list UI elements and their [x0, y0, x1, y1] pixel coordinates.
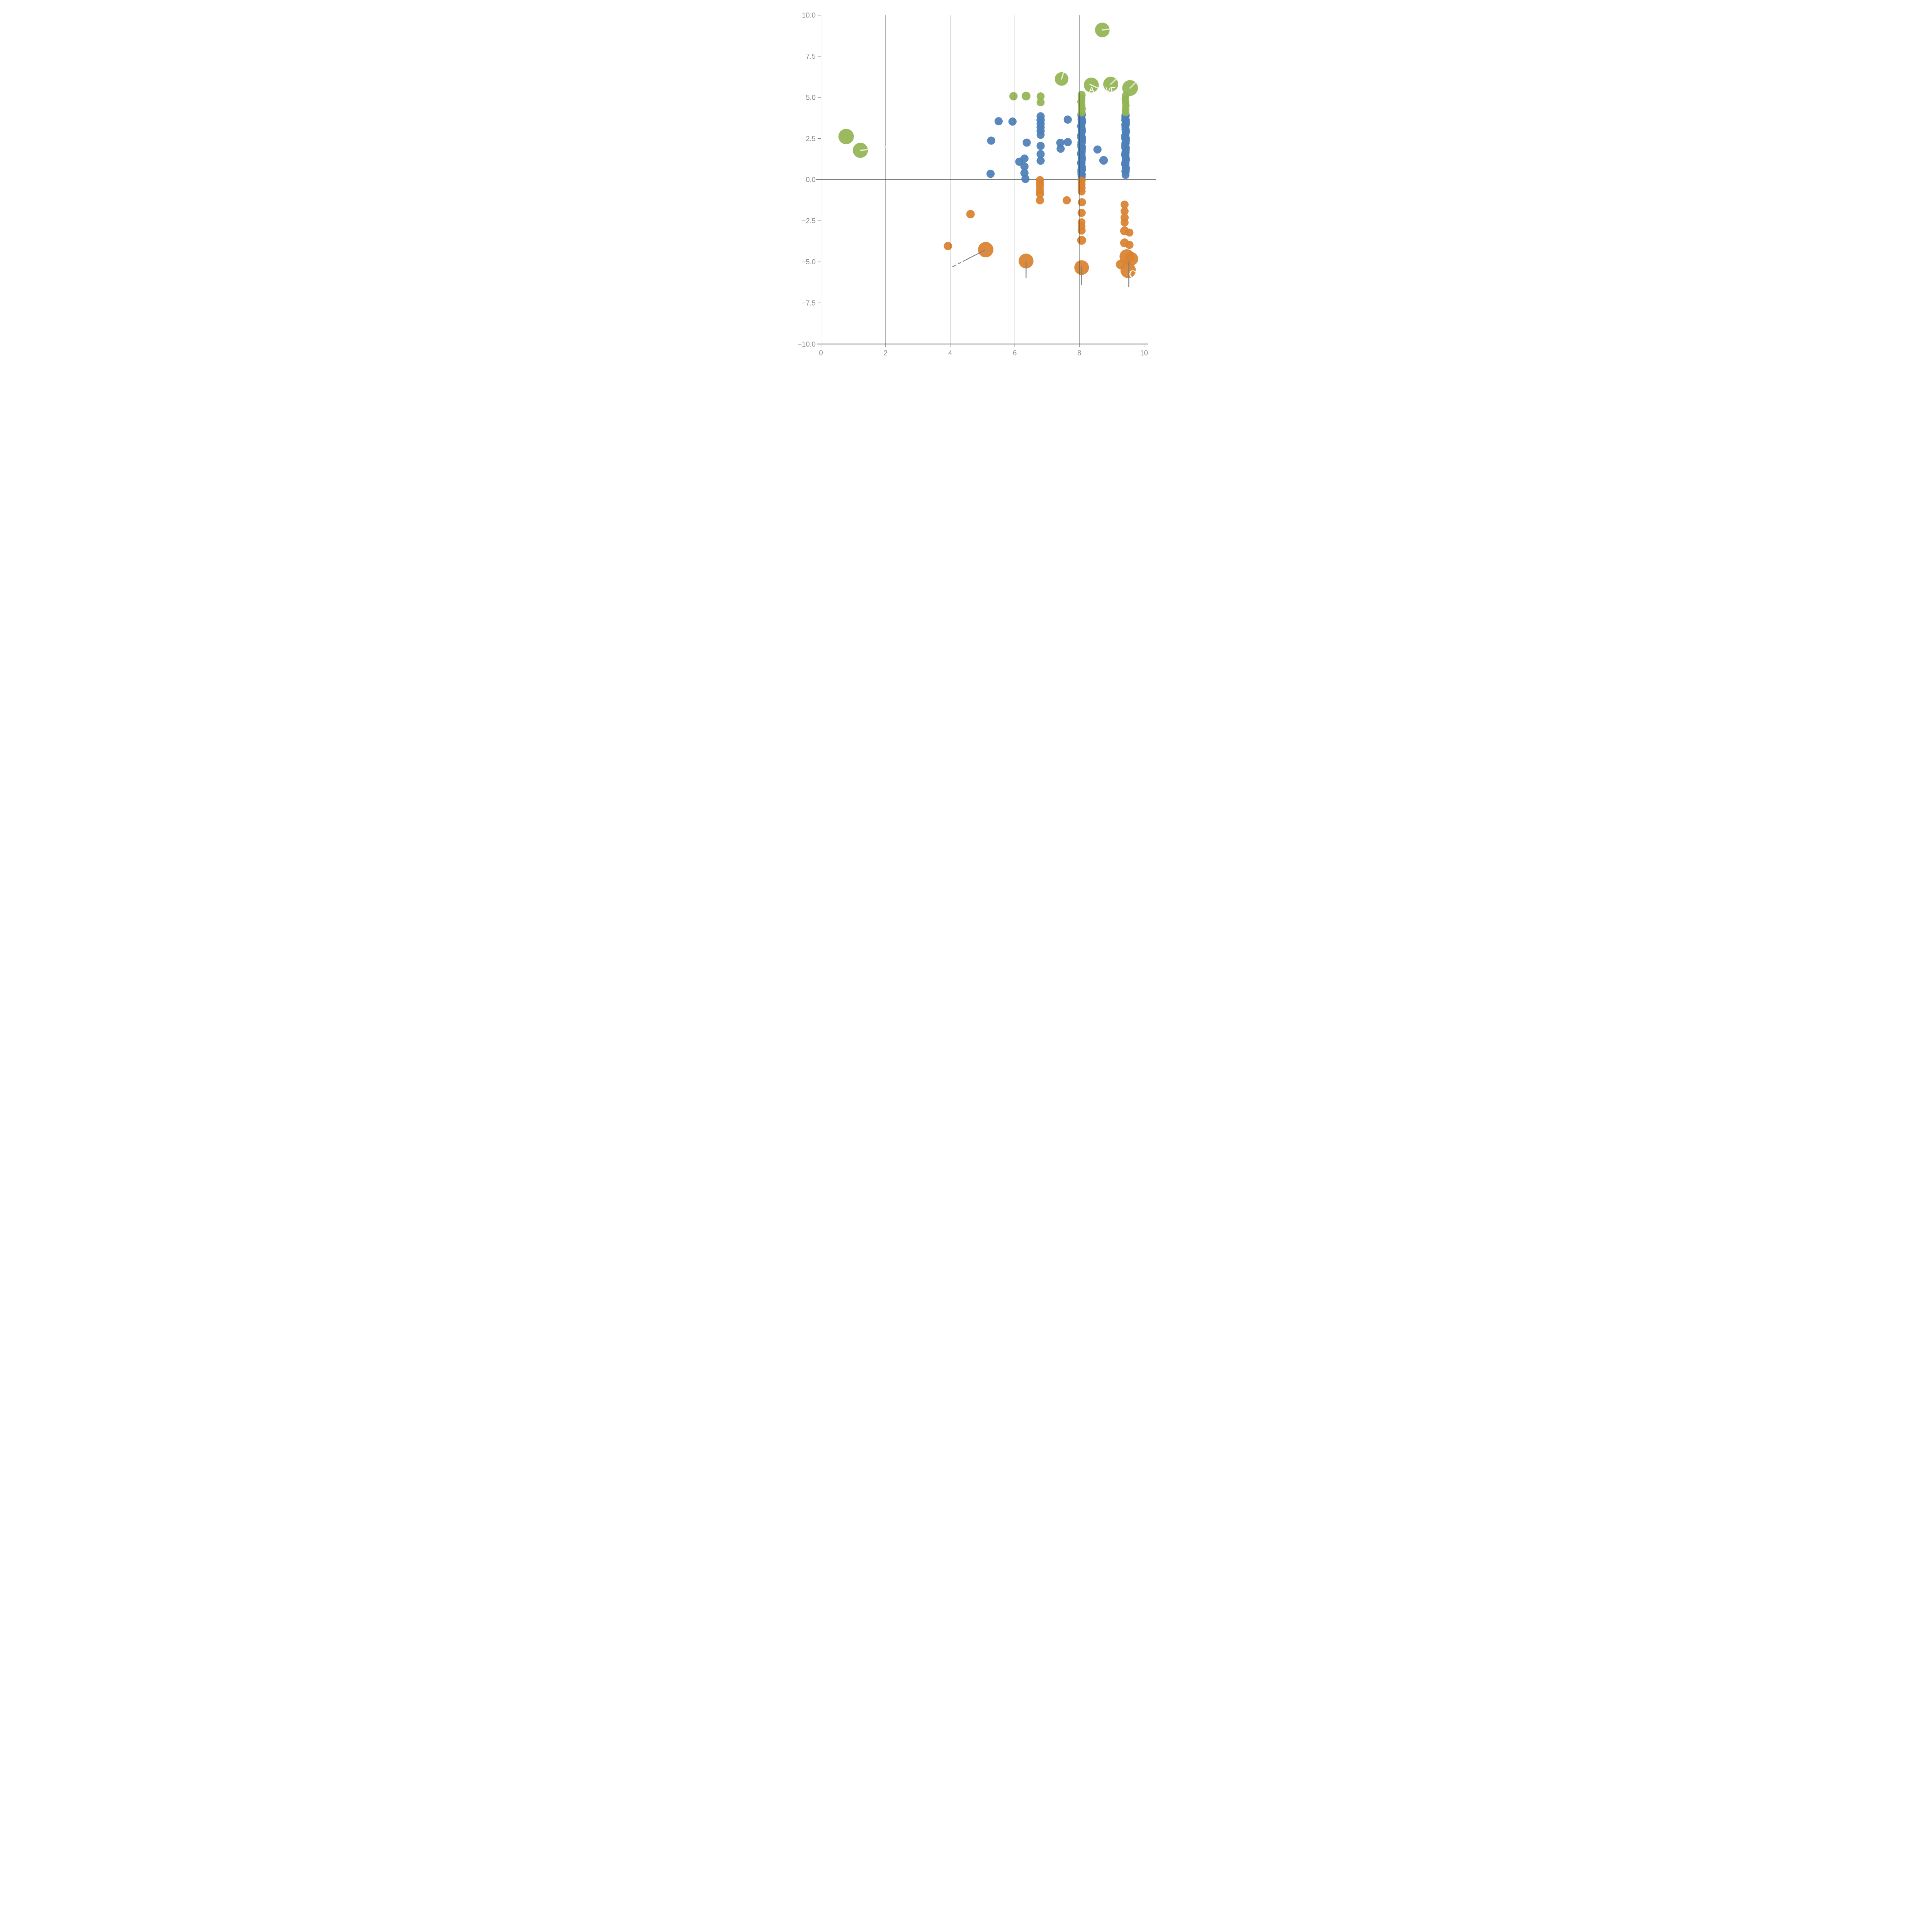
- scatter-point-blue: [1022, 138, 1031, 147]
- scatter-point-green: [1121, 109, 1129, 117]
- bubble-scatter-chart: 10.0 7.5 5.0 2.5 0.0 −2.5 −5.0 −7.5 −10.0 0 2 4 6 8 10…: [773, 0, 1159, 386]
- white-stroke: [1129, 82, 1136, 89]
- x-tick-label: 4: [948, 349, 952, 357]
- y-tick-label: 10.0: [802, 11, 816, 19]
- x-tick-label: 2: [884, 349, 888, 357]
- white-stroke: [1102, 28, 1110, 31]
- scatter-point-orange: [944, 242, 952, 250]
- scatter-point-orange: [966, 210, 975, 219]
- scatter-point-blue: [1021, 175, 1030, 183]
- x-tick-label: 10: [1140, 349, 1148, 357]
- white-stroke: [1110, 78, 1117, 85]
- scatter-point-green: [1009, 92, 1018, 100]
- scatter-point-blue: [1008, 117, 1017, 126]
- scatter-point-orange: [1078, 198, 1086, 207]
- scatter-point-blue: [1036, 141, 1045, 150]
- white-stroke: [883, 146, 889, 148]
- scatter-point-blue: [1036, 150, 1045, 158]
- y-tick-label: 5.0: [806, 93, 816, 101]
- y-tick-label: −2.5: [802, 217, 816, 225]
- bubble-label: C: [1129, 268, 1137, 280]
- y-tick-label: 2.5: [806, 134, 816, 143]
- scatter-point-blue: [1099, 156, 1108, 165]
- scatter-point-blue: [1020, 162, 1029, 171]
- scatter-point-blue: [1063, 115, 1072, 124]
- scatter-point-orange: [1121, 207, 1129, 215]
- scatter-point-orange: [1120, 262, 1136, 278]
- scatter-point-green: [1022, 92, 1031, 100]
- scatter-point-blue: [1063, 138, 1072, 146]
- scatter-point-orange: [1063, 196, 1071, 205]
- scatter-point-orange: [1077, 226, 1086, 235]
- diagonal-line-end-dot: [952, 265, 954, 267]
- x-tick-label: 6: [1013, 349, 1017, 357]
- scatter-point-orange: [1077, 187, 1086, 196]
- y-tick-label: 0.0: [806, 175, 816, 184]
- scatter-point-orange: [1019, 253, 1034, 269]
- scatter-point-orange: [1036, 190, 1044, 198]
- chart-canvas: 10.0 7.5 5.0 2.5 0.0 −2.5 −5.0 −7.5 −10.00 2 4 6 8 10…: [798, 11, 1156, 357]
- scatter-point-blue: [986, 170, 995, 178]
- scatter-point-orange: [1125, 228, 1134, 237]
- scatter-point-blue: [1056, 145, 1065, 153]
- scatter-point-blue: [1056, 138, 1065, 147]
- scatter-point-blue: [1036, 131, 1045, 139]
- x-tick-label: 0: [819, 349, 823, 357]
- scatter-point-orange: [1121, 201, 1129, 209]
- scatter-point-green: [1036, 98, 1045, 107]
- scatter-point-orange: [1121, 218, 1129, 227]
- scatter-point-green: [1036, 92, 1045, 100]
- scatter-point-green: [1077, 108, 1086, 117]
- scatter-point-orange: [1077, 236, 1086, 245]
- scatter-point-orange: [1124, 252, 1138, 266]
- scatter-point-blue: [1093, 145, 1102, 154]
- diagonal-line-solid: [965, 250, 985, 261]
- scatter-point-green: [838, 129, 854, 145]
- scatter-point-blue: [994, 117, 1003, 126]
- scatter-point-orange: [1125, 241, 1134, 249]
- bubble-label: VE: [1105, 86, 1116, 95]
- x-tick-label: 8: [1077, 349, 1081, 357]
- scatter-point-blue: [1121, 171, 1130, 179]
- y-tick-label: 7.5: [806, 52, 816, 60]
- scatter-point-blue: [1036, 156, 1045, 165]
- white-stroke: [1089, 83, 1099, 89]
- white-stroke: [1061, 72, 1065, 80]
- scatter-point-orange: [978, 242, 993, 258]
- y-tick-label: −5.0: [802, 258, 816, 266]
- scatter-point-blue: [987, 136, 995, 145]
- y-tick-label: −7.5: [802, 299, 816, 307]
- scatter-point-orange: [1036, 196, 1044, 205]
- diagonal-line-dashed: [953, 259, 966, 267]
- scatter-point-orange: [1077, 209, 1086, 217]
- y-tick-label: −10.0: [798, 340, 816, 348]
- scatter-point-blue: [1015, 157, 1024, 166]
- bubble-label: A: [1089, 86, 1094, 94]
